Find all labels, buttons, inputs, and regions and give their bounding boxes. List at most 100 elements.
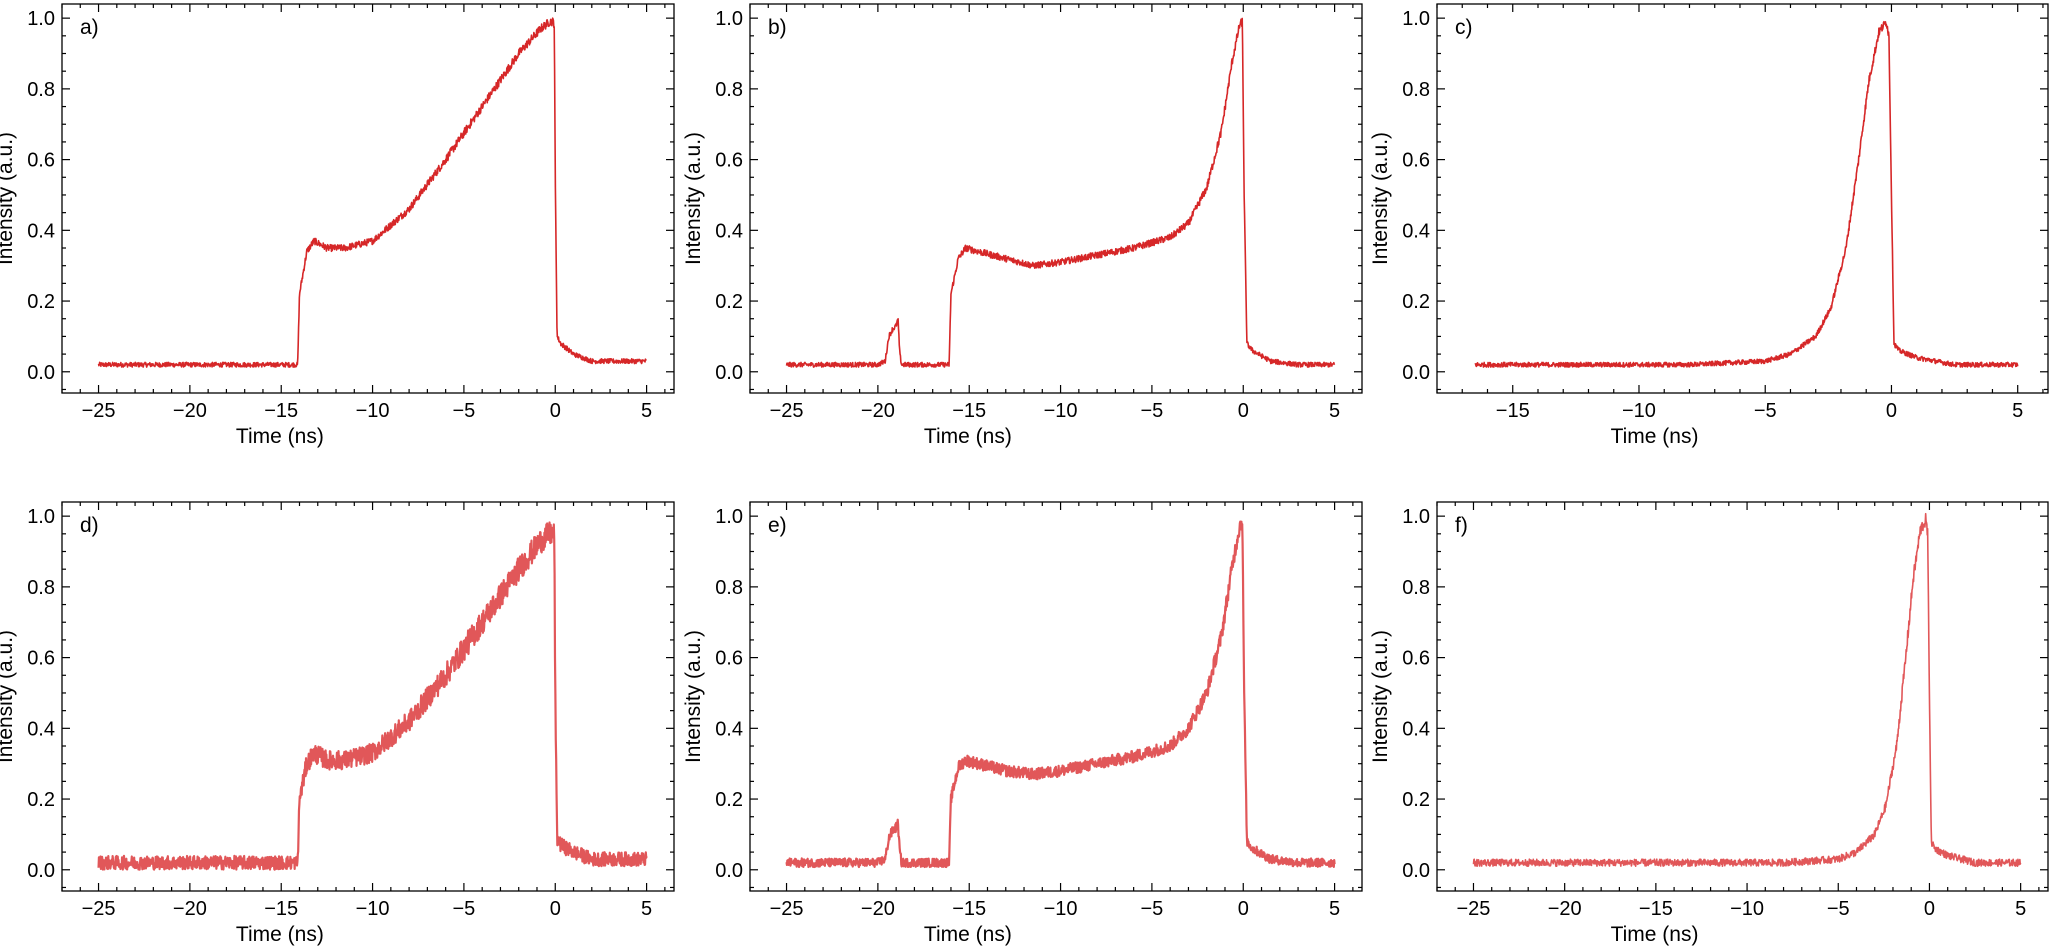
y-axis-label: Intensity (a.u.) (1369, 132, 1392, 265)
y-tick-label: 0.8 (27, 79, 55, 101)
panel-label: b) (768, 16, 787, 39)
y-tick-label: 0.4 (27, 220, 55, 242)
series-line-c-0 (1474, 20, 2019, 368)
y-axis-label: Intensity (a.u.) (0, 630, 17, 763)
x-tick-label: −5 (453, 400, 476, 422)
x-tick-label: −15 (264, 400, 298, 422)
x-tick-label: −25 (82, 898, 116, 920)
y-tick-label: 0.4 (27, 718, 55, 740)
plot-frame (1436, 3, 2049, 394)
x-tick-label: −25 (1457, 898, 1491, 920)
y-tick-label: 0.2 (27, 291, 55, 313)
x-tick-label: −20 (173, 400, 207, 422)
y-tick-label: 0.0 (27, 860, 55, 882)
x-tick-label: −15 (952, 898, 986, 920)
x-tick-label: −10 (356, 898, 390, 920)
x-tick-label: −10 (1044, 898, 1078, 920)
x-tick-label: 5 (1329, 400, 1340, 422)
y-tick-label: 1.0 (715, 8, 743, 30)
x-tick-label: −25 (770, 400, 804, 422)
chart-panel-e: −25 −20 −15 −10 −5 0 5 0.0 0.2 0.4 0.6 0.8 1.0 Time (… (682, 501, 1363, 946)
x-axis-label: Time (ns) (236, 923, 324, 946)
y-tick-label: 0.0 (715, 362, 743, 384)
y-tick-label: 0.6 (27, 648, 55, 670)
y-tick-label: 0.0 (715, 860, 743, 882)
y-tick-label: 0.6 (715, 648, 743, 670)
x-tick-label: 5 (2012, 400, 2023, 422)
panel-label: d) (80, 514, 99, 537)
panel-label: e) (768, 514, 787, 537)
y-axis-label: Intensity (a.u.) (682, 132, 705, 265)
chart-panel-f: −25 −20 −15 −10 −5 0 5 0.0 0.2 0.4 0.6 0.8 1.0 Time (… (1369, 501, 2049, 946)
x-axis-label: Time (ns) (924, 923, 1012, 946)
plot-frame (749, 501, 1363, 892)
y-tick-label: 0.4 (715, 220, 743, 242)
plot-frame (61, 501, 675, 892)
series-line-b-0 (785, 17, 1336, 368)
x-tick-label: 0 (1238, 898, 1249, 920)
y-tick-label: 1.0 (27, 506, 55, 528)
x-tick-label: 0 (550, 898, 561, 920)
x-tick-label: −5 (1141, 898, 1164, 920)
y-axis-label: Intensity (a.u.) (1369, 630, 1392, 763)
x-tick-label: −20 (861, 400, 895, 422)
y-tick-label: 0.4 (1402, 220, 1430, 242)
y-tick-label: 0.6 (27, 150, 55, 172)
panel-label: c) (1455, 16, 1473, 39)
x-tick-label: 5 (641, 400, 652, 422)
y-tick-label: 0.4 (1402, 718, 1430, 740)
x-tick-label: −15 (1639, 898, 1673, 920)
plot-frame (61, 3, 675, 394)
x-tick-label: −15 (264, 898, 298, 920)
y-tick-label: 0.0 (27, 362, 55, 384)
panel-label: a) (80, 16, 99, 39)
y-tick-label: 0.4 (715, 718, 743, 740)
x-tick-label: −20 (1548, 898, 1582, 920)
y-tick-label: 1.0 (1402, 506, 1430, 528)
x-tick-label: −10 (1730, 898, 1764, 920)
y-tick-label: 0.0 (1402, 362, 1430, 384)
y-tick-label: 0.8 (715, 577, 743, 599)
panel-label: f) (1455, 514, 1468, 537)
x-tick-label: −15 (952, 400, 986, 422)
y-tick-label: 0.8 (1402, 577, 1430, 599)
x-tick-label: 5 (2015, 898, 2026, 920)
y-tick-label: 1.0 (715, 506, 743, 528)
y-tick-label: 0.2 (715, 291, 743, 313)
x-tick-label: −20 (861, 898, 895, 920)
y-tick-label: 0.2 (1402, 291, 1430, 313)
x-tick-label: −10 (356, 400, 390, 422)
x-tick-label: 0 (1924, 898, 1935, 920)
x-tick-label: 0 (1238, 400, 1249, 422)
x-axis-label: Time (ns) (236, 425, 324, 448)
x-tick-label: −10 (1044, 400, 1078, 422)
y-axis-label: Intensity (a.u.) (682, 630, 705, 763)
x-axis-label: Time (ns) (1611, 923, 1699, 946)
y-tick-label: 0.2 (1402, 789, 1430, 811)
x-axis-label: Time (ns) (924, 425, 1012, 448)
chart-panel-a: −25 −20 −15 −10 −5 0 5 0.0 0.2 0.4 0.6 0.8 1.0 Time (… (0, 3, 675, 448)
x-tick-label: −25 (82, 400, 116, 422)
y-tick-label: 0.6 (1402, 648, 1430, 670)
y-tick-label: 0.8 (1402, 79, 1430, 101)
series-line-d-0 (97, 521, 648, 871)
chart-panel-b: −25 −20 −15 −10 −5 0 5 0.0 0.2 0.4 0.6 0.8 1.0 Time (… (682, 3, 1363, 448)
series-line-e-0 (785, 520, 1336, 869)
y-tick-label: 0.2 (27, 789, 55, 811)
x-tick-label: 0 (550, 400, 561, 422)
plot-frame (1436, 501, 2049, 892)
series-line-f-0 (1472, 512, 2022, 868)
x-tick-label: −20 (173, 898, 207, 920)
y-tick-label: 0.6 (715, 150, 743, 172)
y-tick-label: 1.0 (1402, 8, 1430, 30)
series-line-a-0 (97, 17, 648, 368)
x-tick-label: −5 (1827, 898, 1850, 920)
y-tick-label: 0.6 (1402, 150, 1430, 172)
chart-panel-d: −25 −20 −15 −10 −5 0 5 0.0 0.2 0.4 0.6 0.8 1.0 Time (… (0, 501, 675, 946)
y-tick-label: 1.0 (27, 8, 55, 30)
y-tick-label: 0.0 (1402, 860, 1430, 882)
x-tick-label: 5 (1329, 898, 1340, 920)
x-tick-label: −5 (1141, 400, 1164, 422)
x-tick-label: −10 (1622, 400, 1656, 422)
